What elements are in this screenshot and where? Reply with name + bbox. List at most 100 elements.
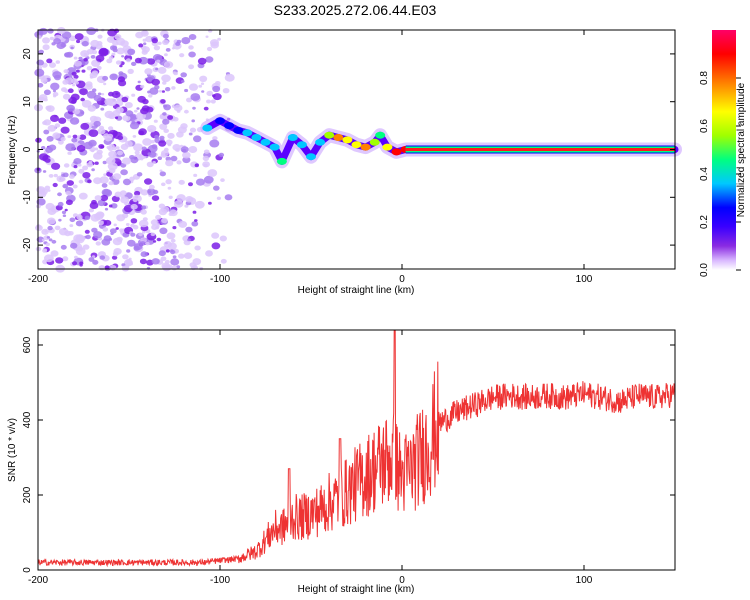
noise-blob xyxy=(81,40,89,47)
noise-blob xyxy=(212,85,221,93)
noise-blob xyxy=(195,178,205,186)
noise-blob xyxy=(117,76,126,83)
noise-blob xyxy=(124,102,133,109)
noise-blob xyxy=(138,219,149,228)
noise-blob xyxy=(75,247,86,256)
x-tick-label: 100 xyxy=(576,274,593,285)
heatmap-x-label: Height of straight line (km) xyxy=(298,285,415,296)
noise-blob xyxy=(86,66,93,71)
noise-blob xyxy=(46,105,55,112)
y-tick-label: 0 xyxy=(22,146,33,152)
noise-blob xyxy=(124,140,133,148)
noise-blob xyxy=(119,64,123,68)
trace-point xyxy=(306,153,316,161)
noise-blob xyxy=(57,192,62,197)
trace-point xyxy=(391,148,402,156)
noise-blob xyxy=(205,250,213,257)
trace-point xyxy=(351,141,362,149)
noise-blob xyxy=(86,90,97,99)
x-tick-label: 0 xyxy=(399,274,405,285)
noise-blob xyxy=(71,99,77,104)
noise-blob xyxy=(184,88,189,93)
noise-blob xyxy=(145,35,154,43)
noise-blob xyxy=(120,169,128,176)
noise-blob xyxy=(126,249,131,253)
noise-blob xyxy=(180,146,189,153)
noise-blob xyxy=(34,68,45,77)
colorbar-tick-label: 0.6 xyxy=(699,119,710,133)
x-tick-label: 0 xyxy=(399,575,405,586)
noise-blob xyxy=(71,71,77,76)
colorbar-label: Normalized spectral amplitude xyxy=(736,82,747,217)
noise-blob xyxy=(60,137,66,142)
noise-blob xyxy=(70,242,78,249)
noise-blob xyxy=(78,168,85,174)
noise-blob xyxy=(93,120,101,127)
noise-blob xyxy=(44,254,54,263)
noise-blob xyxy=(190,93,201,101)
noise-blob xyxy=(93,231,103,239)
noise-blob xyxy=(136,172,143,177)
noise-blob xyxy=(163,128,169,133)
noise-blob xyxy=(116,214,126,222)
noise-blob xyxy=(58,117,67,124)
noise-blob xyxy=(94,161,99,165)
noise-blob xyxy=(151,195,160,202)
noise-blob xyxy=(182,151,191,159)
noise-blob xyxy=(159,123,168,130)
noise-blob xyxy=(184,109,189,114)
noise-blob xyxy=(104,207,109,211)
noise-blob xyxy=(81,69,86,73)
noise-blob xyxy=(113,223,117,227)
x-tick-label: -200 xyxy=(28,274,48,285)
noise-blob xyxy=(55,257,64,264)
noise-blob xyxy=(152,54,163,62)
noise-blob xyxy=(205,35,209,38)
noise-blob xyxy=(180,123,188,130)
noise-blob xyxy=(162,39,169,45)
noise-blob xyxy=(104,265,110,270)
noise-blob xyxy=(83,58,88,62)
trace-point xyxy=(333,134,344,141)
noise-blob xyxy=(91,70,99,76)
trace-point xyxy=(215,117,225,125)
noise-blob xyxy=(122,138,128,143)
noise-blob xyxy=(162,81,167,85)
noise-blob xyxy=(165,159,174,167)
noise-blob xyxy=(141,46,150,53)
noise-blob xyxy=(79,261,84,265)
noise-blob xyxy=(72,261,77,266)
noise-blob xyxy=(158,208,168,216)
noise-blob xyxy=(101,238,111,246)
noise-blob xyxy=(90,55,96,59)
noise-blob xyxy=(193,173,198,177)
noise-blob xyxy=(224,194,233,201)
noise-blob xyxy=(102,75,109,81)
noise-blob xyxy=(117,150,123,156)
noise-blob xyxy=(54,74,61,81)
noise-blob xyxy=(105,156,116,165)
noise-blob xyxy=(62,93,71,100)
noise-blob xyxy=(79,88,88,96)
noise-blob xyxy=(124,202,129,206)
noise-blob xyxy=(39,27,48,35)
snr-x-ticks: -200 -100 0 100 xyxy=(28,330,593,586)
noise-blob xyxy=(115,227,119,230)
noise-blob xyxy=(202,161,211,168)
trace-point xyxy=(233,126,244,134)
noise-blob xyxy=(163,241,172,248)
noise-blob xyxy=(93,152,103,160)
noise-blob xyxy=(103,82,107,86)
noise-blob xyxy=(50,82,60,91)
noise-blob xyxy=(116,236,123,242)
noise-blob xyxy=(158,250,166,257)
noise-blob xyxy=(44,158,51,163)
noise-blob xyxy=(97,128,106,135)
noise-blob xyxy=(151,78,160,86)
noise-blob xyxy=(95,241,102,246)
noise-blob xyxy=(132,135,137,138)
carrier-core xyxy=(405,148,675,151)
noise-blob xyxy=(146,161,154,168)
noise-blob xyxy=(212,136,218,141)
noise-blob xyxy=(73,158,82,165)
